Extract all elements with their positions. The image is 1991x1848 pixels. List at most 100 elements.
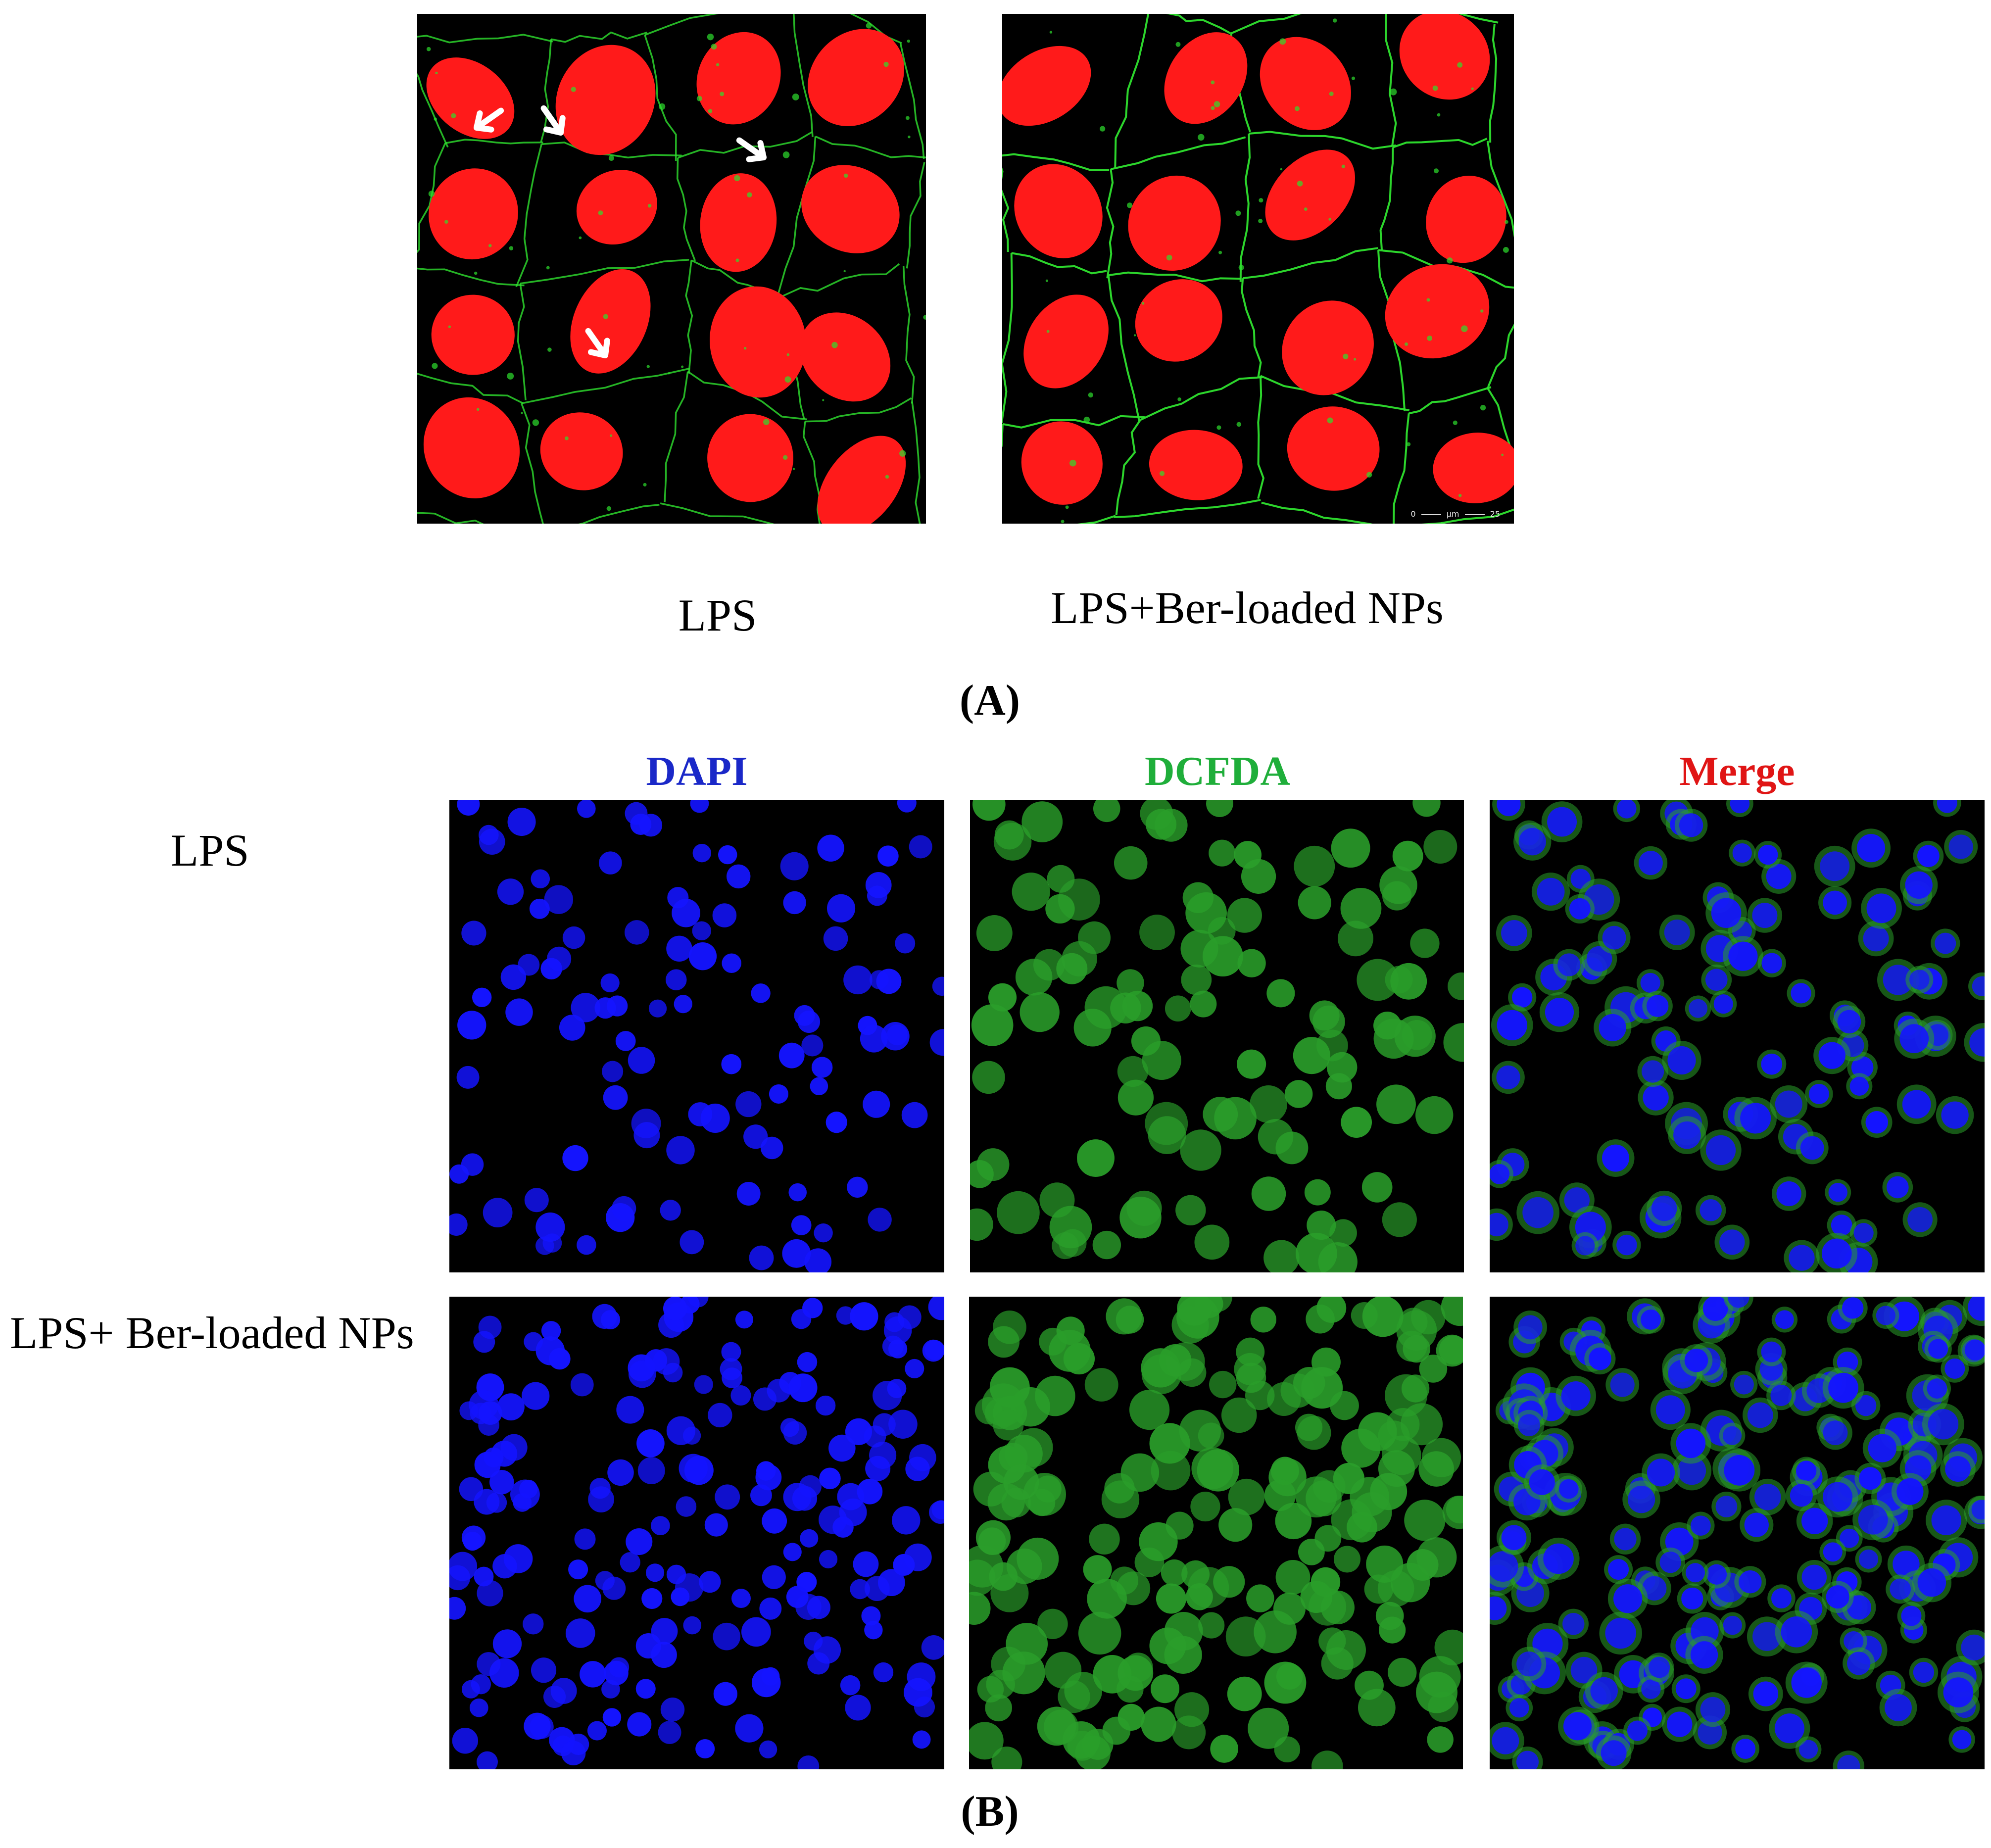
cell	[1805, 1080, 1833, 1108]
cell	[680, 1230, 704, 1255]
cell	[497, 1393, 525, 1421]
cell	[1967, 1496, 1985, 1524]
cell	[1659, 915, 1695, 950]
cell	[1623, 1716, 1651, 1745]
cell	[909, 835, 932, 859]
cell	[730, 1385, 751, 1406]
cell	[893, 1554, 915, 1576]
cell	[783, 1483, 812, 1511]
cell	[672, 898, 700, 927]
cell	[489, 1470, 514, 1495]
cell	[1786, 1479, 1817, 1511]
cell	[1190, 990, 1217, 1018]
cell	[1642, 1453, 1680, 1492]
cell	[1198, 1612, 1225, 1639]
cell	[1851, 828, 1891, 868]
nucleus	[1021, 421, 1103, 505]
cell	[474, 1452, 501, 1478]
cell	[1816, 1232, 1858, 1272]
cell	[535, 1236, 554, 1255]
cell	[1937, 1671, 1979, 1713]
cell	[1134, 1547, 1165, 1577]
cell	[1198, 1422, 1224, 1449]
cell	[869, 970, 889, 989]
cell	[1159, 1344, 1192, 1377]
cell	[1441, 1297, 1463, 1326]
cell	[601, 1680, 620, 1699]
cell	[993, 1310, 1026, 1344]
cell	[1594, 1009, 1632, 1047]
cell	[735, 1311, 753, 1329]
nucleus	[707, 414, 793, 502]
cell	[1766, 1380, 1796, 1410]
cell	[1197, 1449, 1240, 1492]
cell	[1855, 1546, 1882, 1573]
cell	[735, 1714, 764, 1743]
cell	[1117, 969, 1144, 997]
cell	[1149, 1423, 1190, 1464]
cell	[1553, 949, 1585, 981]
cell	[1316, 1297, 1347, 1323]
cell	[819, 1550, 838, 1569]
cell	[1117, 1056, 1149, 1087]
cell	[1078, 1611, 1121, 1655]
cell	[1307, 1211, 1336, 1240]
cell	[993, 1410, 1024, 1441]
cell	[819, 1467, 841, 1490]
cell	[1849, 1219, 1878, 1247]
a-lps-micrograph	[417, 14, 926, 524]
cell	[1210, 1735, 1238, 1763]
nucleus	[426, 57, 515, 139]
arrow-marker	[540, 105, 566, 136]
cell	[449, 1597, 466, 1620]
cell	[1401, 1374, 1430, 1403]
cell	[1698, 1297, 1733, 1326]
cell	[1784, 1240, 1820, 1272]
cell	[718, 845, 737, 865]
cell	[713, 1622, 741, 1651]
cell	[819, 1506, 847, 1534]
cell	[1357, 959, 1399, 1001]
cell	[860, 1024, 888, 1053]
cell	[1385, 966, 1413, 994]
cell	[1150, 1674, 1179, 1703]
cell	[1089, 1523, 1120, 1555]
cell	[1392, 840, 1423, 872]
cell	[751, 983, 771, 1003]
cell	[1490, 1722, 1524, 1760]
cell	[626, 1528, 653, 1556]
cell	[518, 954, 540, 976]
cell	[601, 1310, 621, 1329]
cell	[1293, 1037, 1330, 1074]
cell	[1905, 966, 1934, 994]
cell	[1194, 1224, 1230, 1260]
cell	[1177, 1297, 1212, 1326]
cell	[549, 1348, 571, 1370]
cell	[639, 814, 663, 837]
cell	[853, 1551, 879, 1577]
cell	[1185, 892, 1227, 934]
cell	[683, 1616, 702, 1635]
cell	[1264, 1661, 1307, 1704]
cell	[1638, 1079, 1674, 1116]
cell	[1492, 800, 1525, 821]
cell	[600, 973, 620, 993]
nucleus	[1385, 264, 1490, 359]
cell	[628, 1047, 655, 1074]
cell	[1333, 1462, 1365, 1494]
cell	[1584, 1343, 1616, 1375]
nucleus	[1023, 294, 1109, 389]
cell	[1902, 1202, 1938, 1237]
cell	[1227, 1676, 1262, 1711]
cell	[452, 1728, 479, 1754]
cell	[1729, 839, 1756, 867]
cell	[612, 1196, 636, 1221]
cell	[644, 1349, 668, 1372]
cell	[1003, 1464, 1039, 1500]
cell	[1020, 992, 1060, 1032]
cell	[665, 969, 687, 990]
nucleus	[1149, 430, 1243, 500]
cell	[1726, 800, 1753, 817]
cell	[1634, 846, 1668, 880]
cell	[1852, 1499, 1894, 1541]
